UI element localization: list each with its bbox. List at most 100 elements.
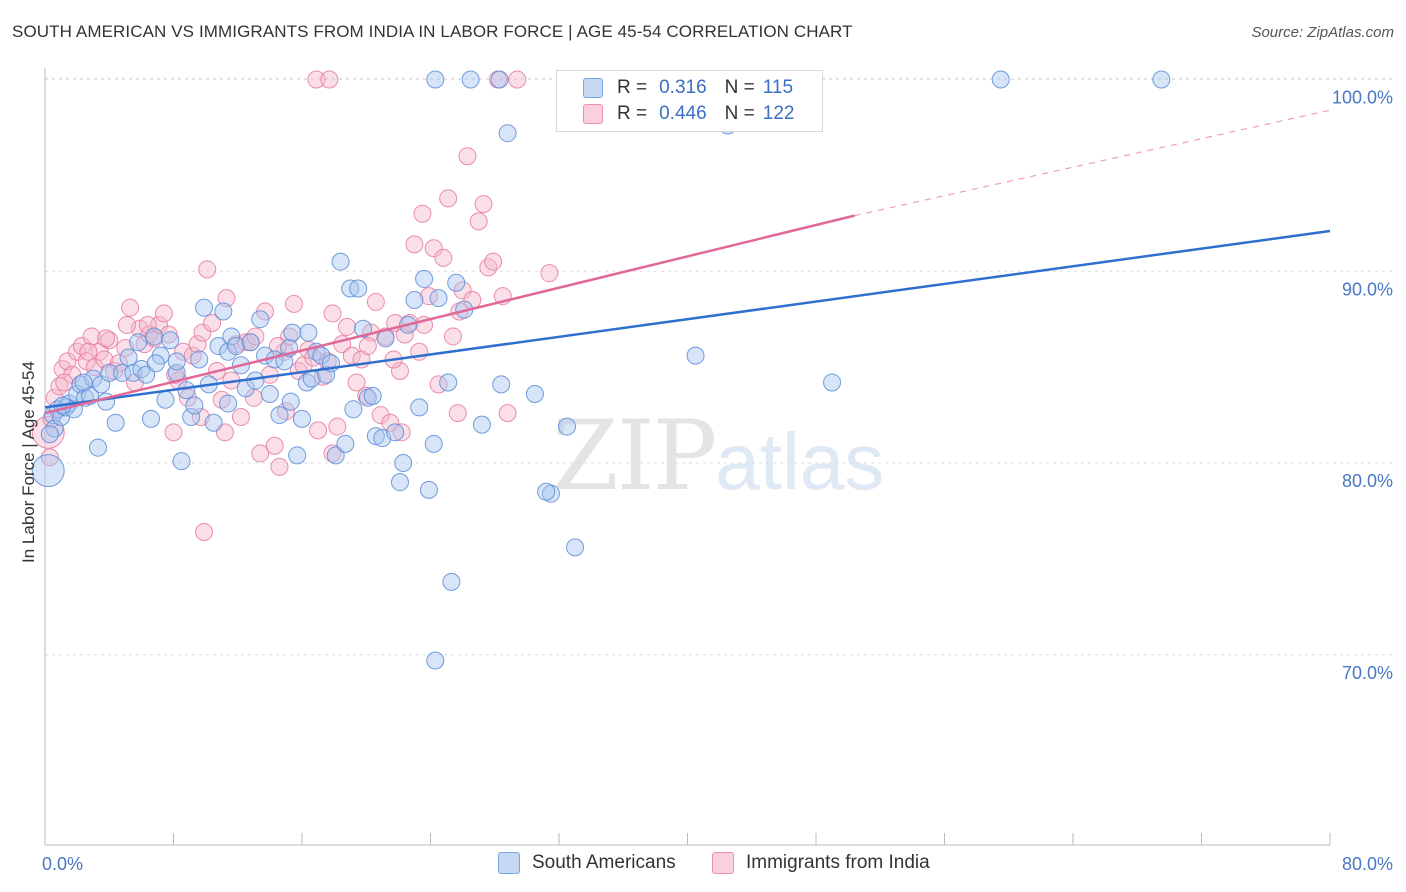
south-american-point xyxy=(472,415,491,434)
south-american-point xyxy=(394,454,413,472)
india-immigrant-point xyxy=(434,248,453,267)
south-american-point xyxy=(405,291,424,310)
india-immigrant-point xyxy=(358,337,377,356)
india-immigrant-point xyxy=(97,329,116,348)
india-immigrant-point xyxy=(268,337,287,356)
south-american-point xyxy=(344,400,363,419)
south-american-point xyxy=(227,337,246,356)
south-american-point xyxy=(89,438,108,457)
south-american-point xyxy=(349,279,368,298)
chart-title: SOUTH AMERICAN VS IMMIGRANTS FROM INDIA … xyxy=(12,22,853,41)
india-immigrants-trend-extension xyxy=(854,109,1331,217)
south-american-point xyxy=(129,333,148,352)
south-american-point xyxy=(386,423,405,442)
india-immigrant-point xyxy=(174,342,193,361)
india-immigrant-point xyxy=(366,292,385,311)
india-immigrant-point xyxy=(121,298,140,317)
axis-labels: 70.0% 80.0% 90.0% 100.0% 0.0% 80.0% In Labor F… xyxy=(19,88,1393,875)
south-american-point xyxy=(566,538,585,557)
south-american-point xyxy=(146,354,165,373)
india-immigrant-point xyxy=(443,327,462,346)
india-immigrant-point xyxy=(448,404,467,423)
south-american-point xyxy=(363,386,382,405)
south-american-point xyxy=(293,409,311,428)
watermark-zip: ZIP xyxy=(552,400,717,512)
south-american-point xyxy=(241,333,260,352)
south-american-point xyxy=(424,434,443,453)
south-american-point xyxy=(195,298,214,317)
india-immigrant-point xyxy=(251,444,270,463)
south-american-point xyxy=(167,352,186,371)
south-american-point xyxy=(426,70,445,89)
india-immigrant-point xyxy=(347,373,366,392)
india-immigrant-point xyxy=(337,317,356,336)
india-immigrant-point xyxy=(231,407,250,426)
r-value: 0.446 xyxy=(659,103,707,124)
india-immigrant-point xyxy=(117,315,136,334)
legend-swatch-blue xyxy=(498,852,520,874)
south-american-point xyxy=(40,425,59,444)
y-tick-label: 100.0% xyxy=(1332,88,1393,108)
south-american-point xyxy=(275,352,294,371)
south-american-point xyxy=(281,392,300,411)
india-immigrant-point xyxy=(392,423,411,442)
stats-legend-row-blue: R = 0.316 N = 115 xyxy=(583,75,793,101)
south-american-point xyxy=(145,327,164,346)
south-american-point xyxy=(537,482,556,501)
india-immigrant-point xyxy=(413,204,432,223)
south-american-point xyxy=(260,384,279,403)
india-immigrant-point xyxy=(178,388,197,407)
india-immigrant-point xyxy=(270,457,289,476)
india-immigrant-point xyxy=(474,195,493,214)
south-american-point xyxy=(461,70,480,89)
y-tick-label: 80.0% xyxy=(1342,471,1393,491)
india-immigrant-point xyxy=(320,70,339,89)
south-american-point xyxy=(161,331,180,350)
south-american-point xyxy=(204,413,223,432)
india-immigrant-point xyxy=(203,314,222,333)
source-label: Source: ZipAtlas.com xyxy=(1251,24,1394,41)
legend-label: South Americans xyxy=(532,852,676,873)
india-immigrant-point xyxy=(95,350,114,369)
data-points xyxy=(31,70,1171,670)
trend-lines xyxy=(44,109,1331,415)
watermark: ZIPatlas xyxy=(552,400,884,512)
india-immigrant-point xyxy=(55,373,74,392)
n-label: N = xyxy=(724,77,755,98)
south-american-point xyxy=(447,273,466,292)
south-american-point xyxy=(331,252,350,271)
south-american-point xyxy=(182,407,201,426)
india-immigrant-point xyxy=(217,289,236,308)
india-immigrant-point xyxy=(135,335,154,354)
south-american-point xyxy=(251,310,270,329)
south-american-point xyxy=(156,390,175,409)
x-tick-label: 0.0% xyxy=(42,854,83,874)
india-immigrant-point xyxy=(138,315,157,334)
south-american-point xyxy=(288,446,307,465)
south-americans-trend-line xyxy=(44,229,1331,409)
south-american-point xyxy=(686,346,705,365)
south-american-point xyxy=(991,70,1010,89)
south-american-point xyxy=(410,398,429,417)
india-immigrant-point xyxy=(309,421,328,440)
india-immigrant-point xyxy=(371,406,390,425)
r-label: R = xyxy=(617,77,648,98)
south-american-point xyxy=(558,417,577,436)
india-immigrant-point xyxy=(484,252,503,271)
n-value: 122 xyxy=(762,103,795,124)
india-immigrant-point xyxy=(540,264,559,283)
y-tick-label: 90.0% xyxy=(1342,279,1393,299)
south-american-point xyxy=(415,269,434,288)
india-immigrant-point xyxy=(458,147,477,166)
n-value: 115 xyxy=(762,77,794,98)
south-american-point xyxy=(137,365,156,384)
r-label: R = xyxy=(617,103,648,124)
south-american-point xyxy=(426,651,445,670)
south-american-point xyxy=(429,289,448,308)
india-immigrant-point xyxy=(246,327,265,346)
india-immigrant-point xyxy=(323,304,342,323)
india-immigrant-point xyxy=(498,404,517,423)
south-american-point xyxy=(142,409,161,428)
south-american-point xyxy=(172,452,191,471)
